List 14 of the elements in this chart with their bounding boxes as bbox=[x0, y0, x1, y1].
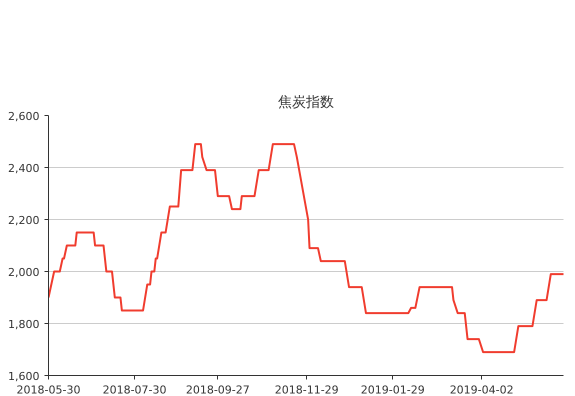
y-tick-label: 2,200 bbox=[8, 214, 40, 227]
x-tick-label: 2019-04-02 bbox=[450, 384, 514, 396]
x-tick-label: 2018-09-27 bbox=[186, 384, 250, 396]
x-tick-label: 2018-11-29 bbox=[274, 384, 339, 396]
x-tick-label: 2018-07-30 bbox=[102, 384, 167, 396]
x-tick-label: 2018-05-30 bbox=[16, 384, 80, 396]
line-series bbox=[48, 143, 564, 354]
y-tick-label: 2,400 bbox=[8, 162, 40, 175]
y-tick-label: 1,800 bbox=[8, 318, 40, 331]
y-tick-label: 1,600 bbox=[8, 370, 40, 383]
chart-title: 焦炭指数 bbox=[278, 94, 334, 110]
x-tick-label: 2019-01-29 bbox=[360, 384, 425, 396]
y-tick-label: 2,600 bbox=[8, 110, 40, 123]
y-tick-label: 2,000 bbox=[8, 266, 40, 279]
